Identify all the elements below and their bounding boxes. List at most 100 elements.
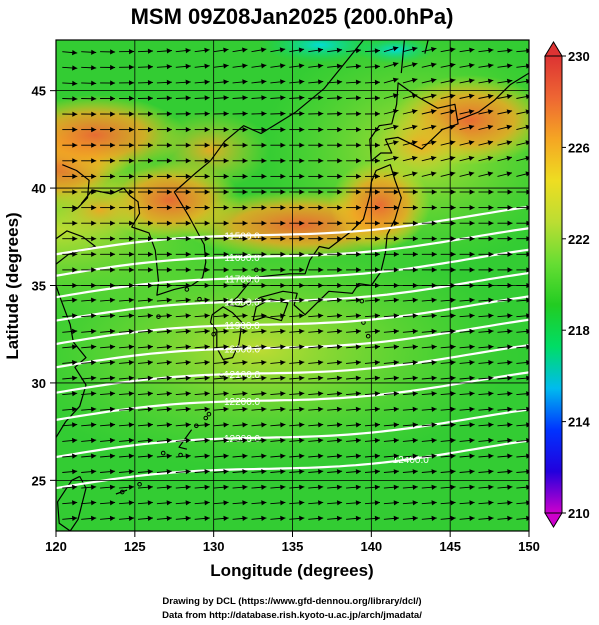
wind-arrow-head [242,469,248,475]
wind-arrow-head [488,437,494,444]
wind-arrow-head [356,267,362,273]
wind-arrow-head [185,158,191,164]
wind-arrow-head [507,453,513,459]
wind-arrow-head [355,79,362,85]
wind-arrow-head [242,189,248,195]
wind-arrow-head [109,391,116,397]
wind-arrow-head [450,328,456,334]
wind-arrow-head [109,406,116,412]
wind-arrow-head [356,158,362,164]
wind-arrow-head [242,63,248,69]
wind-arrow-head [393,124,399,130]
wind-arrow-head [185,205,191,211]
wind-arrow-head [242,422,248,428]
wind-arrow-head [148,251,153,257]
wind-arrow-head [374,64,380,70]
wind-arrow-head [185,484,191,490]
wind-arrow-head [261,453,267,459]
wind-arrow-head [110,189,116,195]
wind-arrow-head [128,437,134,444]
wind-arrow-head [375,189,380,195]
wind-arrow-head [411,140,418,146]
wind-arrow-head [128,406,134,412]
wind-arrow-head [526,406,529,412]
wind-arrow-head [91,142,97,148]
wind-arrow-head [393,220,399,226]
wind-arrow-head [91,96,97,102]
shade-patch [355,40,435,64]
colorbar-tick-label: 230 [568,49,590,64]
wind-arrow-head [147,64,153,70]
island [160,450,166,456]
wind-arrow-head [299,189,305,195]
wind-arrow-head [299,484,305,490]
wind-arrow-head [147,48,153,54]
wind-arrow-head [204,127,210,133]
wind-arrow-head [298,63,305,69]
wind-arrow-head [374,328,380,334]
wind-arrow-head [204,142,210,148]
wind-arrow-head [507,500,513,506]
wind-arrow-head [72,406,78,412]
wind-arrow-head [449,78,456,84]
wind-arrow-head [392,46,399,52]
wind-arrow-head [526,422,529,428]
wind-arrow-head [204,47,210,53]
wind-arrow-head [91,236,97,242]
wind-arrow-head [72,142,78,148]
wind-arrow-head [393,297,399,303]
wind-arrow-head [280,220,286,226]
wind-arrow-head [91,484,97,490]
wind-arrow-head [223,173,229,179]
wind-arrow-head [72,127,78,133]
wind-arrow-head [393,375,399,381]
wind-arrow-head [488,189,494,195]
wind-arrow-head [91,267,97,273]
wind-arrow-head [374,297,380,303]
wind-arrow-head [166,469,172,475]
y-tick-label: 25 [32,473,46,488]
wind-arrow-head [242,391,248,397]
wind-arrow-head [337,267,343,273]
wind-arrow-head [336,344,343,350]
wind-arrow-head [129,158,135,164]
wind-arrow-head [185,344,191,350]
wind-arrow-head [72,375,78,381]
wind-arrow-head [223,95,229,101]
wind-arrow-head [469,63,475,69]
wind-arrow-head [488,313,494,319]
wind-arrow-head [393,500,399,506]
wind-arrow-head [318,111,324,117]
contour-label: 12300.0 [224,434,261,445]
wind-arrow-head [72,111,78,117]
wind-arrow-head [261,251,267,257]
wind-arrow-head [261,484,267,490]
wind-arrow-head [280,469,286,475]
wind-arrow-head [336,63,343,69]
wind-arrow-head [72,344,78,350]
wind-arrow-head [412,360,418,366]
wind-arrow-head [375,158,380,164]
wind-arrow-head [431,391,437,397]
wind-arrow-head [355,313,361,319]
wind-arrow-head [299,453,305,459]
wind-arrow-head [337,158,343,164]
wind-arrow-head [72,422,78,428]
wind-arrow-head [488,422,494,428]
wind-arrow-head [110,95,116,102]
wind-arrow-head [488,236,494,242]
wind-arrow-head [72,515,78,521]
wind-arrow-head [128,484,134,490]
wind-arrow-head [204,344,210,350]
wind-arrow-head [261,79,267,85]
colorbar-max-arrow [544,41,563,57]
wind-arrow-head [261,406,267,412]
wind-arrow-head [166,95,172,101]
wind-arrow-head [507,267,513,273]
wind-arrow-head [374,344,380,350]
wind-arrow-head [318,79,324,85]
wind-arrow-head [110,236,116,242]
wind-arrow-head [261,437,267,444]
wind-arrow-head [204,205,210,211]
